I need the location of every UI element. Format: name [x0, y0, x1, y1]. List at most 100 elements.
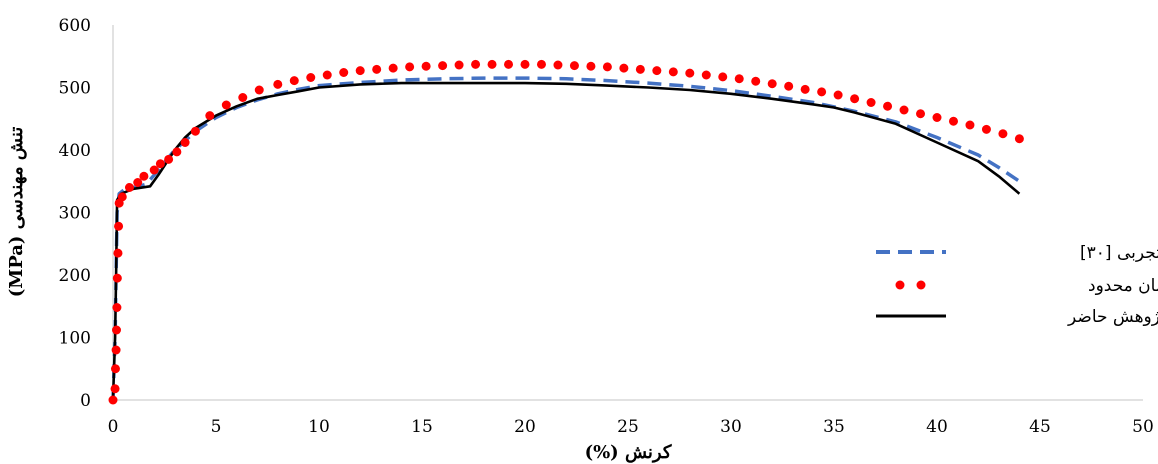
- data-point: [110, 364, 120, 374]
- data-point: [117, 192, 127, 202]
- data-point: [454, 60, 464, 70]
- y-tick-label: 500: [59, 79, 91, 99]
- data-point: [817, 87, 827, 97]
- data-point: [289, 76, 299, 86]
- data-point: [619, 63, 629, 73]
- data-point: [149, 165, 159, 175]
- x-tick-label: 5: [211, 417, 222, 437]
- data-point: [164, 154, 174, 164]
- x-tick-label: 0: [108, 417, 119, 437]
- data-point: [685, 68, 695, 78]
- data-point: [172, 147, 182, 157]
- data-point: [586, 61, 596, 71]
- data-point: [784, 81, 794, 91]
- data-point: [965, 120, 975, 130]
- data-point: [405, 62, 415, 72]
- data-point: [504, 59, 514, 69]
- data-point: [635, 64, 645, 74]
- data-point: [948, 116, 958, 126]
- data-point: [221, 100, 231, 110]
- data-point: [998, 129, 1008, 139]
- axes: [112, 25, 1143, 401]
- data-point: [111, 345, 121, 355]
- legend-label-present: پژوهش حاضر: [1067, 307, 1158, 327]
- data-point: [668, 67, 678, 77]
- data-point: [155, 159, 165, 169]
- data-point: [487, 59, 497, 69]
- x-tick-label: 40: [926, 417, 948, 437]
- data-point: [339, 68, 349, 77]
- data-point: [652, 66, 662, 76]
- data-point: [238, 93, 248, 102]
- data-point: [800, 84, 810, 94]
- data-point: [734, 74, 744, 84]
- series-present-line: [111, 81, 1021, 401]
- data-point: [355, 66, 365, 76]
- data-point: [322, 70, 332, 80]
- data-point: [701, 70, 711, 80]
- y-tick-label: 100: [59, 329, 91, 349]
- x-axis-title: کرنش (%): [585, 442, 672, 463]
- data-point: [520, 59, 530, 69]
- legend: روش تجربی [۳۰] روش المان محدود پژوهش حاض…: [860, 236, 1158, 342]
- x-tick-label: 35: [823, 417, 845, 437]
- data-point: [569, 61, 579, 71]
- x-tick-label: 45: [1029, 417, 1051, 437]
- data-point: [372, 64, 382, 74]
- data-point: [273, 79, 283, 89]
- y-tick-label: 200: [59, 266, 91, 286]
- data-point: [110, 384, 120, 394]
- y-tick-label: 600: [59, 16, 91, 36]
- data-point: [133, 178, 143, 187]
- data-point: [108, 395, 118, 405]
- data-point: [254, 85, 264, 95]
- data-point: [190, 126, 200, 136]
- data-point: [850, 94, 860, 104]
- series-group: [108, 59, 1024, 405]
- data-point: [833, 90, 843, 100]
- data-point: [139, 171, 149, 181]
- data-point: [438, 61, 448, 71]
- data-point: [1014, 134, 1024, 144]
- x-tick-label: 25: [617, 417, 639, 437]
- data-point: [718, 72, 728, 82]
- data-point: [112, 273, 122, 283]
- data-point: [205, 111, 215, 121]
- data-point: [180, 138, 190, 147]
- x-tick-label: 15: [411, 417, 433, 437]
- data-point: [751, 76, 761, 86]
- data-point: [124, 183, 134, 192]
- data-point: [602, 62, 612, 72]
- data-point: [899, 105, 909, 115]
- y-axis-title: تنش مهندسی (MPa): [6, 127, 27, 298]
- data-point: [113, 248, 123, 258]
- data-point: [471, 59, 481, 69]
- y-tick-label: 400: [59, 141, 91, 161]
- x-tick-label: 10: [308, 417, 330, 437]
- legend-label-experimental: روش تجربی [۳۰]: [1080, 243, 1158, 263]
- data-point: [388, 63, 398, 73]
- data-point: [883, 101, 893, 111]
- data-point: [767, 79, 777, 89]
- data-point: [112, 325, 122, 335]
- x-tick-label: 20: [514, 417, 536, 437]
- data-point: [866, 98, 876, 107]
- data-point: [421, 61, 431, 71]
- data-point: [981, 124, 991, 134]
- data-point: [536, 59, 546, 69]
- x-tick-label: 50: [1132, 417, 1154, 437]
- y-tick-label: 300: [59, 204, 91, 224]
- data-point: [553, 60, 563, 70]
- data-point: [932, 113, 942, 122]
- x-tick-label: 30: [720, 417, 742, 437]
- legend-label-fem: روش المان محدود: [1088, 276, 1158, 296]
- data-point: [916, 109, 926, 119]
- data-point: [306, 73, 316, 82]
- legend-swatch-fem: [895, 280, 926, 290]
- data-point: [112, 303, 122, 312]
- y-tick-label: 0: [80, 391, 91, 411]
- data-point: [114, 221, 124, 231]
- series-fem-points: [108, 59, 1024, 405]
